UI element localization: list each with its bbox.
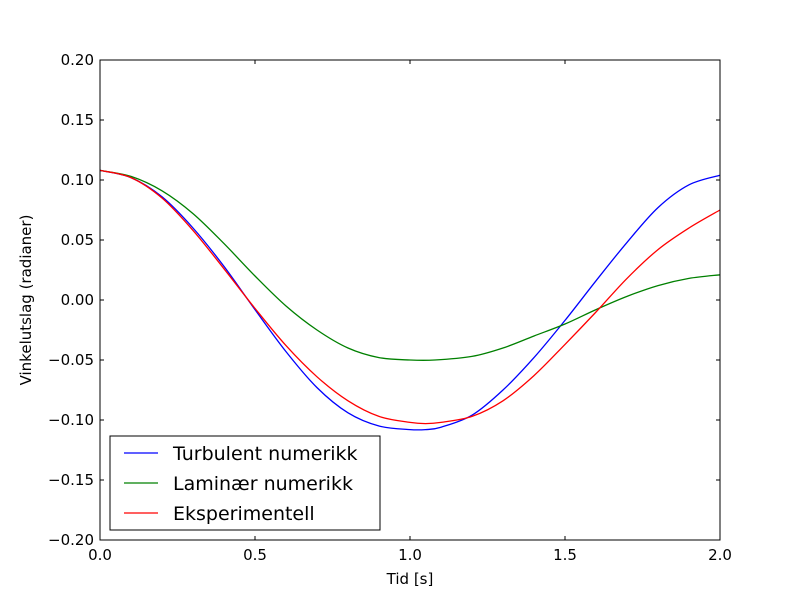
x-tick-label: 1.0 — [398, 546, 422, 564]
legend-label: Laminær numerikk — [173, 473, 353, 495]
series-lines — [99, 169, 721, 431]
axis-ticks: 0.0 0.5 1.0 1.5 2.0 0.20 0.15 0.10 0.05 0.00 −0.05… — [48, 51, 732, 564]
legend: Turbulent numerikk Laminær numerikk Eksper… — [109, 435, 381, 531]
y-tick-label: −0.05 — [48, 351, 94, 369]
x-tick-label: 2.0 — [708, 546, 732, 564]
y-tick-label: −0.10 — [48, 411, 94, 429]
x-tick-label: 0.0 — [88, 546, 112, 564]
y-tick-label: 0.10 — [61, 171, 94, 189]
x-tick-label: 0.5 — [243, 546, 267, 564]
y-tick-label: 0.00 — [61, 291, 94, 309]
y-tick-label: 0.05 — [61, 231, 94, 249]
legend-label: Eksperimentell — [173, 503, 315, 525]
y-axis-label: Vinkelutslag (radianer) — [17, 215, 35, 386]
y-tick-label: −0.15 — [48, 471, 94, 489]
x-axis-label: Tid [s] — [386, 570, 434, 588]
series-line-3 — [99, 169, 721, 425]
series-line-2 — [99, 169, 721, 362]
legend-label: Turbulent numerikk — [172, 443, 358, 465]
x-tick-label: 1.5 — [553, 546, 577, 564]
y-tick-label: −0.20 — [48, 531, 94, 549]
legend-items: Turbulent numerikk Laminær numerikk Eksper… — [124, 443, 358, 525]
series-line-1 — [99, 169, 721, 431]
y-tick-label: 0.20 — [61, 51, 94, 69]
y-tick-label: 0.15 — [61, 111, 94, 129]
